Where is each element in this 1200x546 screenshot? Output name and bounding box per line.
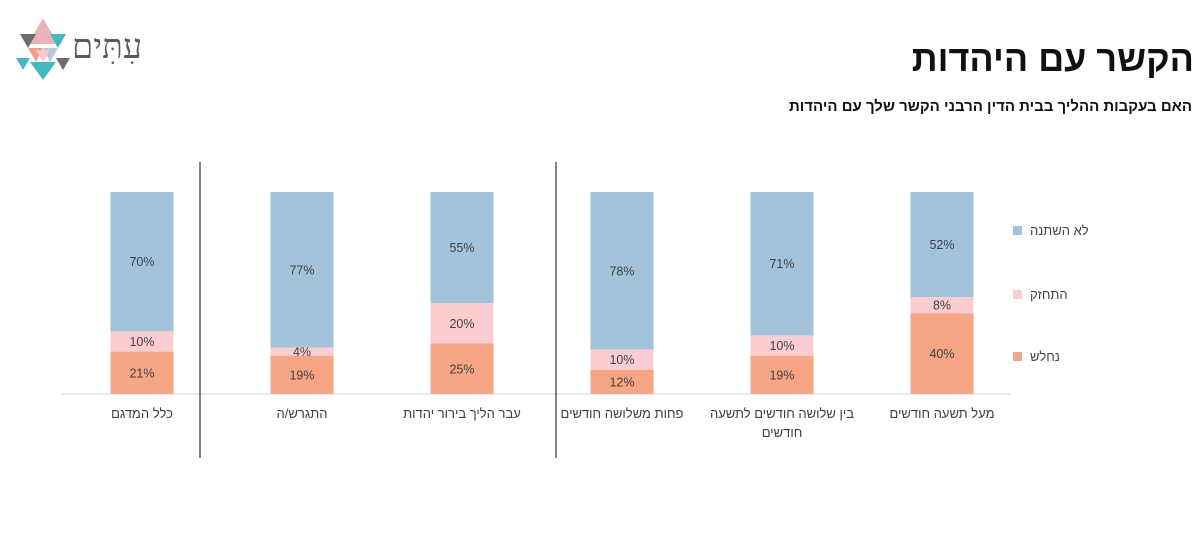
data-label: 52% — [929, 238, 954, 252]
bar-segment — [750, 192, 814, 336]
data-label: 55% — [449, 241, 474, 255]
page-title: הקשר עם היהדות — [911, 38, 1194, 79]
bar-segment — [430, 303, 494, 344]
bar-segment — [910, 297, 974, 314]
logo-star-icon — [16, 18, 70, 80]
data-label: 71% — [769, 257, 794, 271]
bar-segment — [910, 313, 974, 394]
data-label: 77% — [289, 263, 314, 277]
bar-segment — [270, 355, 334, 394]
category-label: בין שלושה חודשים לתשעה — [710, 406, 854, 421]
legend-item: נחלש — [1013, 346, 1060, 366]
legend-swatch — [1013, 289, 1022, 299]
bar-segment — [110, 331, 174, 352]
logo-text: עִתִּים — [72, 27, 143, 67]
legend-item: התחזק — [1013, 284, 1068, 304]
legend-label: התחזק — [1030, 286, 1068, 302]
legend-item: לא השתנה — [1013, 220, 1089, 240]
bar-segment — [110, 351, 174, 394]
category-label: כלל המדגם — [111, 406, 173, 421]
bar-segment — [270, 192, 334, 348]
category-label: התגרש/ה — [276, 406, 327, 421]
category-label: חודשים — [762, 425, 803, 440]
data-label: 40% — [929, 347, 954, 361]
data-label: 10% — [129, 335, 154, 349]
bar-segment — [110, 192, 174, 332]
data-label: 78% — [609, 264, 634, 278]
data-label: 21% — [129, 366, 154, 380]
logo — [14, 16, 72, 87]
category-label: עבר הליך בירור יהדות — [403, 406, 521, 421]
legend-label: נחלש — [1030, 348, 1060, 364]
bar-segment — [590, 369, 654, 394]
category-label: מעל תשעה חודשים — [889, 406, 994, 421]
data-label: 20% — [449, 317, 474, 331]
data-label: 19% — [289, 368, 314, 382]
legend-swatch — [1013, 351, 1022, 361]
bar-segment — [750, 335, 814, 356]
bar-segment — [590, 349, 654, 370]
bar-segment — [430, 343, 494, 394]
data-label: 10% — [609, 353, 634, 367]
bar-segment — [270, 347, 334, 356]
data-label: 70% — [129, 255, 154, 269]
bar-segment — [590, 192, 654, 350]
category-label: פחות משלושה חודשים — [561, 406, 684, 421]
page-subtitle: האם בעקבות ההליך בבית הדין הרבני הקשר של… — [789, 98, 1192, 115]
data-label: 10% — [769, 339, 794, 353]
bar-segment — [910, 192, 974, 298]
bar-segment — [430, 192, 494, 304]
bar-segment — [750, 355, 814, 394]
data-label: 25% — [449, 362, 474, 376]
legend-swatch — [1013, 225, 1022, 235]
data-label: 8% — [933, 299, 951, 313]
stacked-bar-chart: 21% 10% 70% כלל המדגם 19% 4% 77% התגרש/ה 25% 20% 5… — [62, 162, 1010, 458]
legend-label: לא השתנה — [1030, 222, 1089, 238]
data-label: 19% — [769, 368, 794, 382]
data-label: 12% — [609, 375, 634, 389]
data-label: 4% — [293, 345, 311, 359]
